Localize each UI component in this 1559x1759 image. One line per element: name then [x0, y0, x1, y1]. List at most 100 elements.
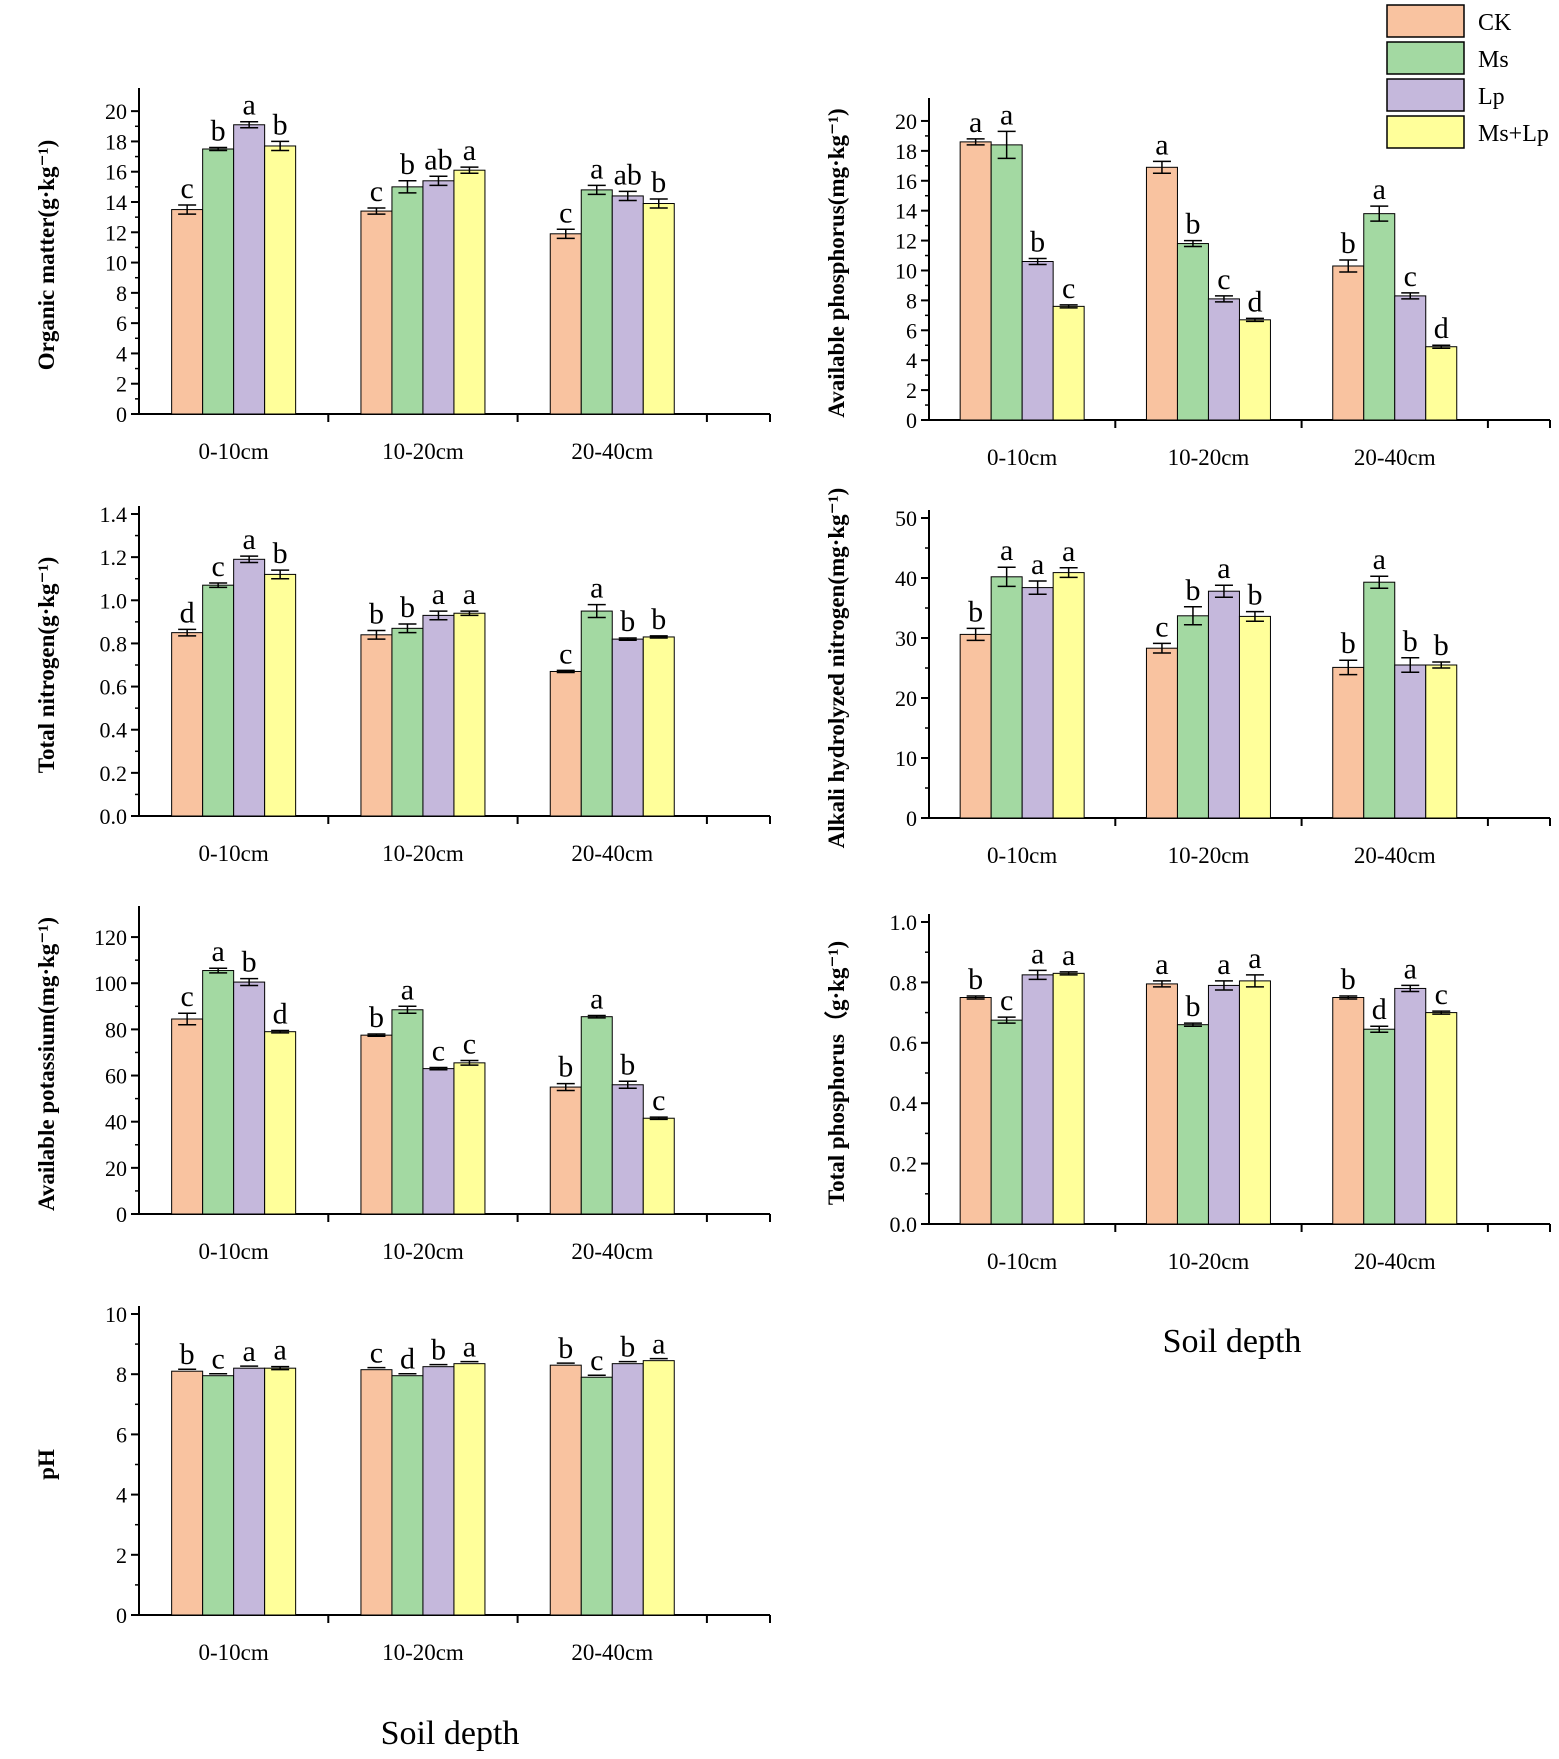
x-category-label: 0-10cm: [987, 445, 1057, 470]
significance-letter: c: [180, 172, 193, 205]
significance-letter: a: [1062, 535, 1075, 568]
y-tick-label: 80: [105, 1017, 127, 1042]
significance-letter: b: [620, 605, 635, 638]
significance-letter: c: [180, 980, 193, 1013]
y-tick-label: 10: [105, 1302, 127, 1327]
significance-letter: c: [432, 1034, 445, 1067]
bar-ms-lp: [453, 1062, 486, 1215]
bar-ms: [202, 1375, 235, 1616]
significance-letter: c: [1062, 272, 1075, 305]
significance-letter: b: [1030, 226, 1045, 259]
bar-ck: [171, 1018, 204, 1215]
significance-letter: a: [1217, 948, 1230, 981]
significance-letter: a: [1031, 548, 1044, 581]
y-tick-label: 14: [895, 199, 917, 224]
y-tick-label: 0: [116, 1202, 127, 1227]
bar-ms-lp: [1425, 1012, 1458, 1225]
x-category-label: 10-20cm: [1168, 843, 1250, 868]
y-tick-label: 1.0: [100, 588, 128, 613]
significance-letter: a: [1000, 534, 1013, 567]
x-axis-title-right: Soil depth: [1163, 1323, 1302, 1360]
y-tick-label: 100: [94, 971, 127, 996]
legend-label: CK: [1478, 10, 1512, 36]
y-axis-label: Alkali hydrolyzed nitrogen(mg·kg⁻¹): [824, 488, 849, 849]
bar-ms: [990, 576, 1023, 819]
bar-ms-lp: [642, 203, 675, 415]
significance-letter: a: [652, 1328, 665, 1361]
y-tick-label: 6: [116, 311, 127, 336]
significance-letter: b: [211, 114, 226, 147]
x-category-label: 10-20cm: [382, 439, 464, 464]
significance-letter: a: [273, 1334, 286, 1367]
y-tick-label: 8: [116, 1362, 127, 1387]
significance-letter: b: [1185, 990, 1200, 1023]
bar-ms: [1363, 581, 1396, 819]
significance-letter: a: [1000, 98, 1013, 131]
bar-ck: [959, 997, 992, 1225]
bar-ms-lp: [453, 169, 486, 415]
significance-letter: c: [652, 1084, 665, 1117]
significance-letter: b: [400, 148, 415, 181]
y-axis-label: Organic matter(g·kg⁻¹): [34, 140, 59, 370]
y-tick-label: 1.2: [100, 545, 128, 570]
organic-matter-panel: 0 2 4 6 8 10 12 14 16 18 20 0-10cm 10-20cm 20-40cm c c c…: [34, 88, 771, 464]
legend-swatch: [1386, 115, 1465, 149]
x-category-label: 10-20cm: [382, 1640, 464, 1665]
bar-lp: [611, 1363, 644, 1616]
bar-ck: [549, 1364, 582, 1616]
bar-lp: [611, 638, 644, 817]
significance-letter: c: [1404, 260, 1417, 293]
significance-letter: c: [211, 550, 224, 583]
bar-ck: [171, 632, 204, 817]
significance-letter: b: [180, 1338, 195, 1371]
y-tick-label: 12: [895, 229, 917, 254]
significance-letter: c: [370, 175, 383, 208]
y-tick-label: 2: [116, 372, 127, 397]
y-tick-label: 0.0: [890, 1212, 918, 1237]
significance-letter: a: [1155, 128, 1168, 161]
significance-letter: b: [651, 166, 666, 199]
bar-ms: [391, 1009, 424, 1215]
bar-lp: [422, 1366, 455, 1616]
legend-swatch: [1386, 78, 1465, 112]
bar-lp: [422, 1068, 455, 1215]
bar-lp: [1207, 590, 1240, 819]
bar-ms: [990, 144, 1023, 421]
x-category-label: 20-40cm: [1354, 1249, 1436, 1274]
bar-ms: [202, 584, 235, 817]
significance-letter: b: [968, 963, 983, 996]
y-tick-label: 16: [105, 160, 127, 185]
bar-ck: [360, 634, 393, 817]
significance-letter: a: [211, 935, 224, 968]
y-axis-label: Available phosphorus(mg·kg⁻¹): [824, 108, 849, 417]
bar-ms-lp: [264, 145, 297, 415]
y-tick-label: 1.4: [100, 502, 128, 527]
y-tick-label: 0.4: [100, 718, 128, 743]
y-tick-label: 2: [116, 1543, 127, 1568]
y-tick-label: 0.4: [890, 1091, 918, 1116]
bar-lp: [1021, 974, 1054, 1225]
y-tick-label: 10: [895, 746, 917, 771]
y-tick-label: 4: [116, 1483, 127, 1508]
y-tick-label: 12: [105, 220, 127, 245]
significance-letter: a: [242, 89, 255, 122]
bar-ms-lp: [642, 1117, 675, 1215]
bar-ms: [391, 1375, 424, 1616]
significance-letter: b: [968, 595, 983, 628]
y-tick-label: 0.0: [100, 804, 128, 829]
y-tick-label: 4: [906, 348, 917, 373]
y-axis-label: pH: [34, 1449, 59, 1480]
y-tick-label: 10: [105, 251, 127, 276]
significance-letter: b: [1185, 574, 1200, 607]
bar-ck: [549, 233, 582, 415]
y-axis-label: Total phosphorus（g·kg⁻¹): [823, 941, 849, 1205]
y-tick-label: 8: [116, 281, 127, 306]
legend-swatch: [1386, 4, 1465, 38]
y-tick-label: 40: [105, 1110, 127, 1135]
y-tick-label: 0: [116, 1603, 127, 1628]
x-category-label: 0-10cm: [199, 439, 269, 464]
legend-label: Ms+Lp: [1478, 121, 1549, 147]
significance-letter: b: [242, 946, 257, 979]
